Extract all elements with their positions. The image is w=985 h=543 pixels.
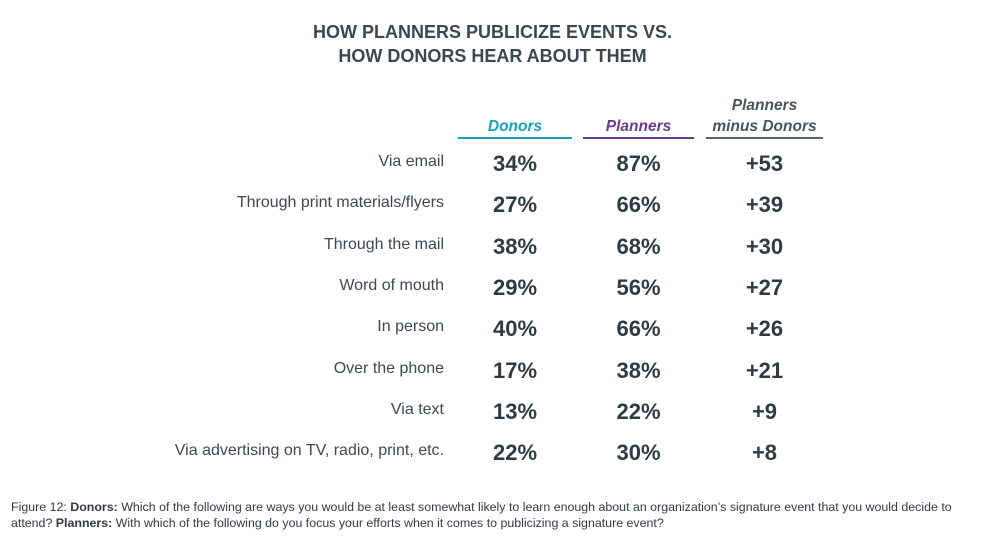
footnote-figure-label: Figure 12: — [11, 500, 67, 514]
planners-minus-donors-value: +9 — [751, 398, 778, 424]
planners-value: 56% — [616, 274, 661, 300]
planners-value: 66% — [616, 192, 661, 218]
donors-value: 27% — [492, 192, 538, 218]
donors-value: 38% — [492, 233, 538, 259]
figure-footnote: Figure 12: Donors: Which of the followin… — [11, 499, 971, 531]
row-label: Via advertising on TV, radio, print, etc… — [174, 442, 444, 460]
donors-value: 40% — [492, 316, 538, 342]
row-label: Word of mouth — [339, 276, 444, 294]
column-header-donors: Donors — [458, 116, 572, 139]
donors-value: 13% — [492, 398, 538, 424]
planners-minus-donors-value: +30 — [745, 233, 784, 259]
footnote-donors-label: Donors: — [70, 500, 118, 514]
column-header-planners: Planners — [583, 116, 694, 139]
planners-minus-donors-value: +21 — [745, 357, 784, 383]
planners-minus-donors-value: +8 — [751, 440, 778, 466]
donors-value: 34% — [492, 151, 538, 176]
planners-value: 66% — [616, 316, 661, 342]
column-header-diff-line-1: Planners — [731, 97, 798, 114]
planners-value: 22% — [616, 398, 661, 424]
donors-value: 22% — [492, 440, 538, 466]
chart-title-line-2: HOW DONORS HEAR ABOUT THEM — [338, 46, 647, 66]
column-header-planners-minus-donors: Planners minus Donors — [706, 95, 823, 139]
footnote-donors-question: Which of the following are ways you woul… — [11, 500, 952, 530]
planners-value: 30% — [616, 440, 661, 466]
planners-value: 87% — [616, 151, 661, 176]
donors-value: 17% — [492, 357, 538, 383]
row-label: In person — [377, 318, 444, 336]
column-header-diff-line-2: minus Donors — [712, 118, 817, 135]
footnote-planners-label: Planners: — [55, 516, 113, 530]
row-label: Through the mail — [323, 235, 444, 253]
planners-minus-donors-value: +27 — [745, 274, 784, 300]
planners-value: 38% — [616, 357, 661, 383]
row-label: Via email — [378, 153, 444, 170]
planners-minus-donors-value: +39 — [745, 192, 784, 218]
chart-title-line-1: HOW PLANNERS PUBLICIZE EVENTS VS. — [312, 22, 673, 42]
planners-minus-donors-value: +26 — [745, 316, 784, 342]
chart-title: HOW PLANNERS PUBLICIZE EVENTS VS. HOW DO… — [0, 20, 985, 68]
donors-value: 29% — [492, 274, 538, 300]
planners-value: 68% — [616, 233, 661, 259]
row-label: Through print materials/flyers — [236, 194, 444, 212]
row-label: Over the phone — [333, 359, 444, 377]
footnote-planners-question: With which of the following do you focus… — [115, 516, 664, 530]
planners-minus-donors-value: +53 — [745, 151, 784, 176]
row-label: Via text — [390, 400, 444, 418]
